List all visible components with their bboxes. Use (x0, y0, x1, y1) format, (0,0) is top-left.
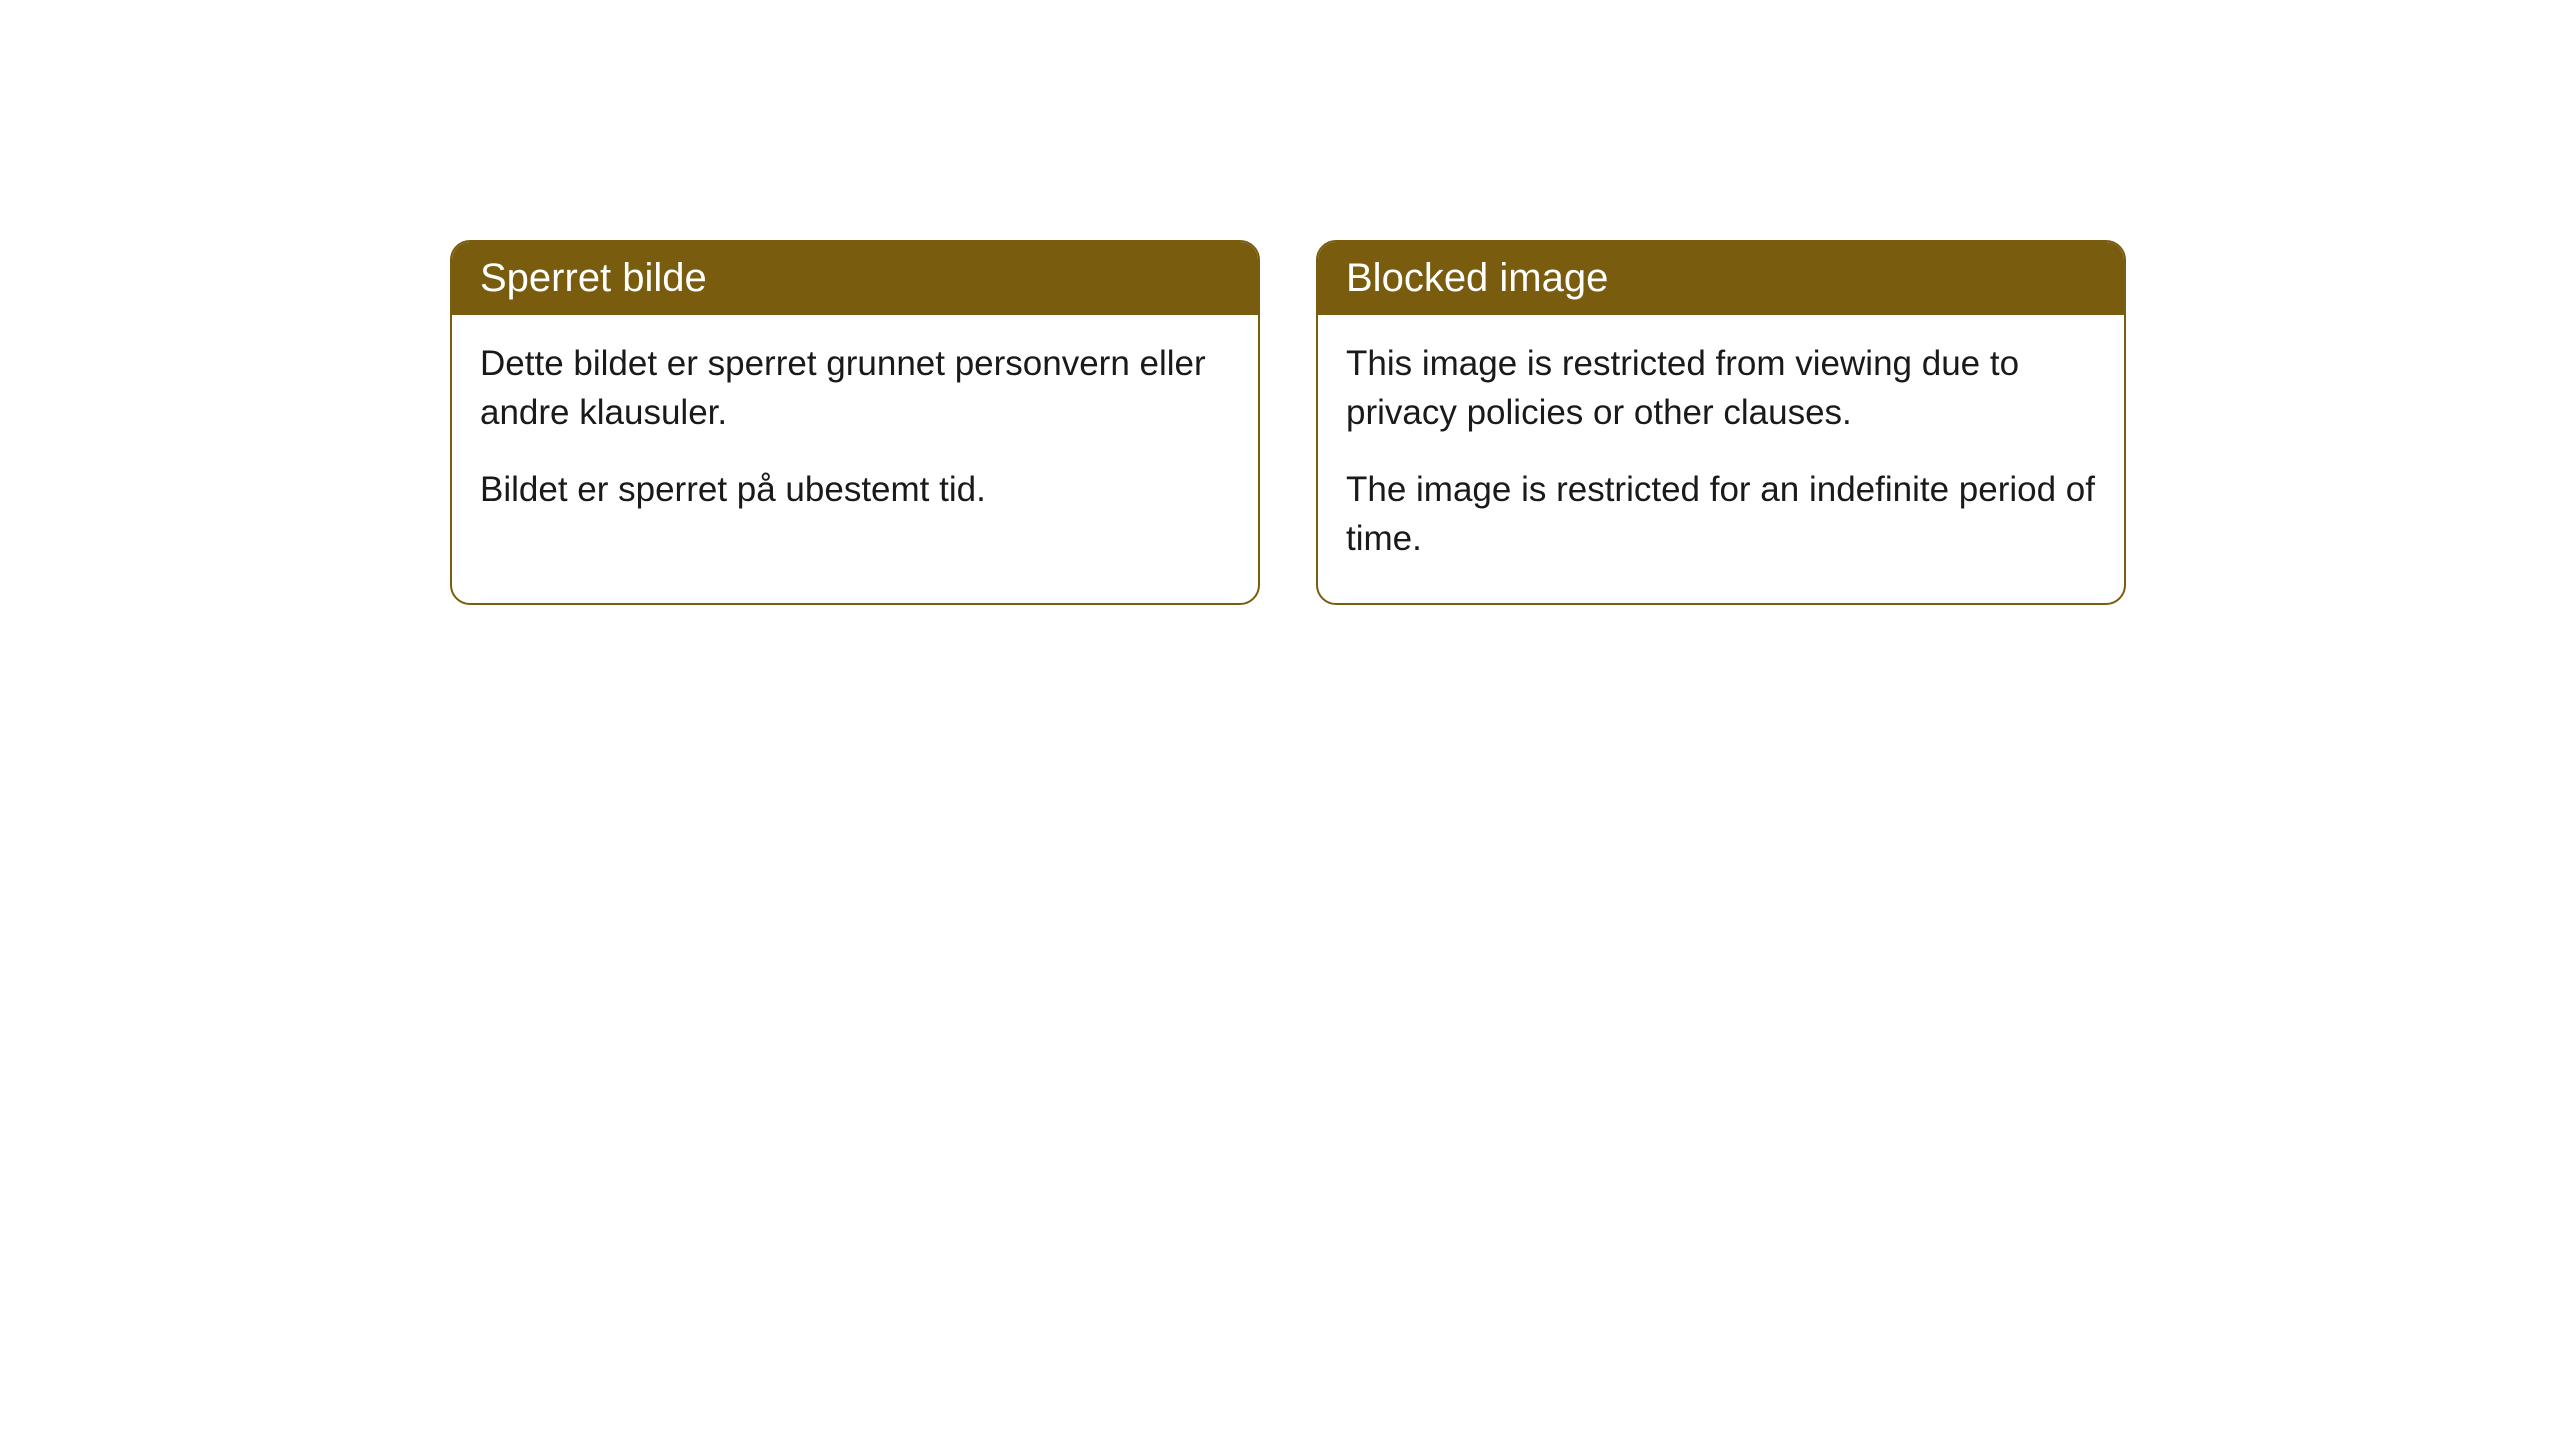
card-title: Blocked image (1346, 256, 1608, 300)
card-body: This image is restricted from viewing du… (1318, 315, 2124, 603)
card-header: Sperret bilde (452, 242, 1258, 315)
card-paragraph: Bildet er sperret på ubestemt tid. (480, 465, 1230, 514)
card-header: Blocked image (1318, 242, 2124, 315)
notice-cards-container: Sperret bilde Dette bildet er sperret gr… (450, 240, 2126, 605)
card-paragraph: The image is restricted for an indefinit… (1346, 465, 2096, 563)
card-paragraph: This image is restricted from viewing du… (1346, 339, 2096, 437)
card-title: Sperret bilde (480, 256, 707, 300)
notice-card-norwegian: Sperret bilde Dette bildet er sperret gr… (450, 240, 1260, 605)
notice-card-english: Blocked image This image is restricted f… (1316, 240, 2126, 605)
card-body: Dette bildet er sperret grunnet personve… (452, 315, 1258, 554)
card-paragraph: Dette bildet er sperret grunnet personve… (480, 339, 1230, 437)
